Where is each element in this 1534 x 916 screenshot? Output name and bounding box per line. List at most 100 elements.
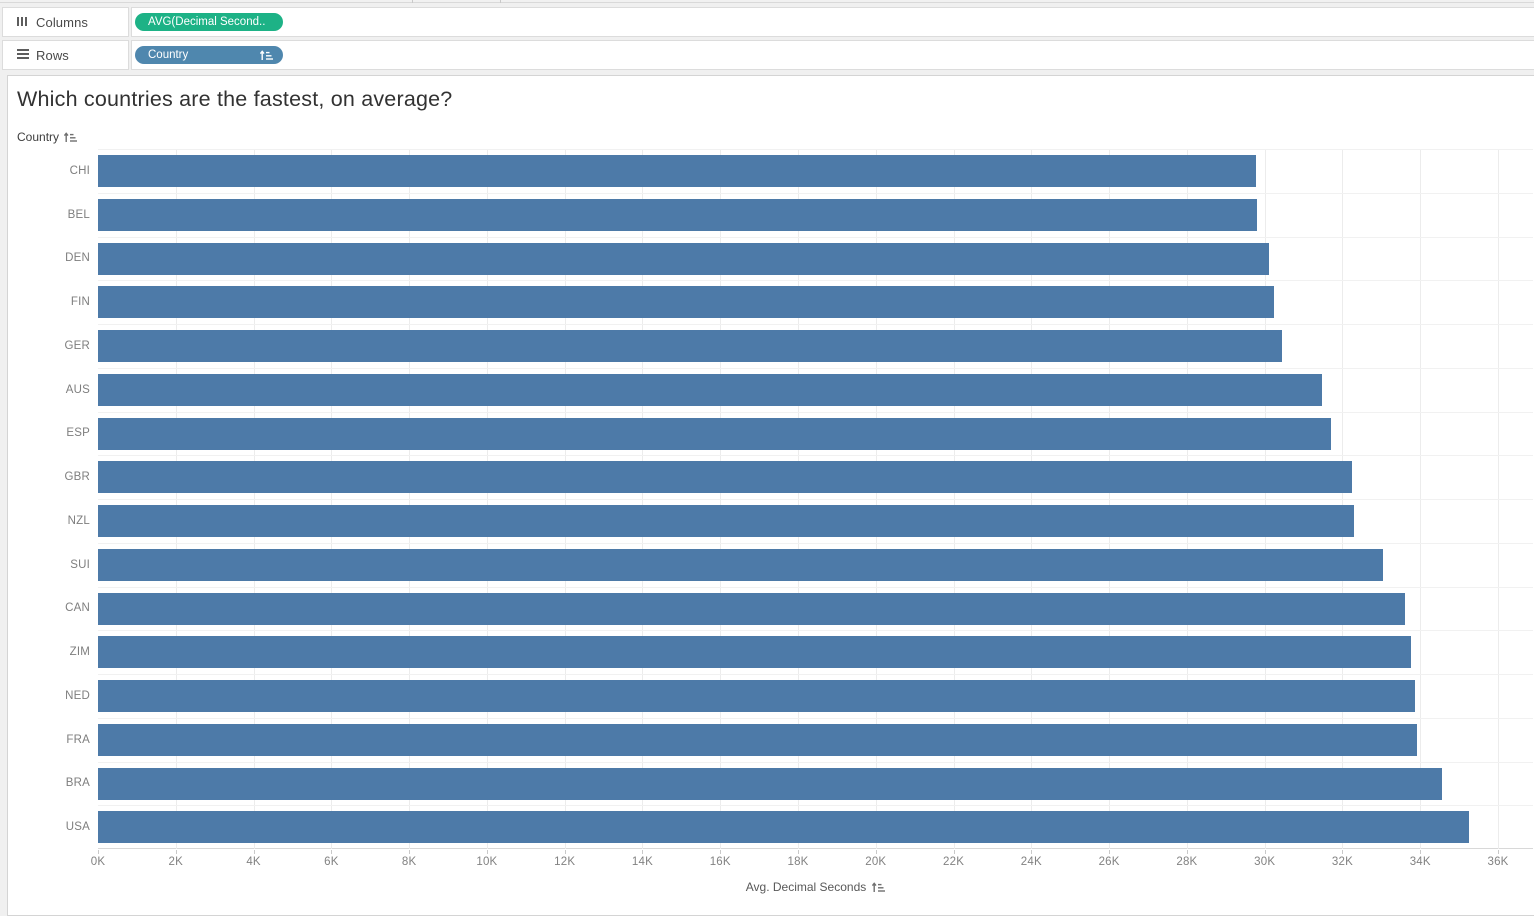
row-divider: [98, 674, 1533, 675]
x-tick-mark: [98, 850, 99, 854]
bar[interactable]: [98, 155, 1257, 187]
x-tick-mark: [642, 850, 644, 854]
bar[interactable]: [98, 417, 1331, 450]
row-label[interactable]: CHI: [69, 164, 90, 177]
row-divider: [98, 411, 1533, 413]
chart-row: BRA: [66, 762, 1533, 806]
row-label[interactable]: CAN: [65, 602, 90, 615]
row-divider: [98, 717, 1533, 719]
x-tick-mark: [331, 850, 333, 854]
x-tick-label: 26K: [1098, 856, 1120, 868]
row-label[interactable]: BEL: [67, 208, 90, 221]
columns-icon: [17, 13, 29, 31]
country-field-header[interactable]: Country: [17, 130, 78, 144]
row-divider: [98, 542, 1533, 544]
x-tick-mark: [953, 850, 955, 854]
x-tick-mark: [1264, 850, 1266, 854]
worksheet-card: Which countries are the fastest, on aver…: [7, 75, 1534, 916]
row-label[interactable]: SUI: [70, 558, 90, 571]
row-label[interactable]: NED: [65, 689, 90, 702]
bar[interactable]: [98, 680, 1415, 712]
row-label[interactable]: AUS: [65, 383, 90, 396]
x-axis-title-wrap: Avg. Decimal Seconds: [98, 878, 1533, 896]
columns-pill-label: AVG(Decimal Second..: [148, 16, 266, 28]
rows-pill[interactable]: Country: [135, 46, 283, 64]
bar[interactable]: [98, 286, 1274, 319]
row-label[interactable]: ZIM: [69, 646, 90, 659]
chart-row: CAN: [65, 587, 1533, 631]
x-tick-label: 36K: [1487, 856, 1509, 868]
bar[interactable]: [98, 461, 1352, 494]
columns-pill[interactable]: AVG(Decimal Second..: [135, 13, 283, 31]
row-divider: [98, 236, 1533, 238]
x-tick-mark: [875, 850, 877, 854]
bar[interactable]: [98, 505, 1354, 537]
x-tick-label: 0K: [90, 856, 106, 868]
row-divider: [98, 367, 1533, 369]
row-divider: [98, 805, 1533, 807]
x-axis-title[interactable]: Avg. Decimal Seconds: [746, 880, 886, 894]
sort-ascending-icon[interactable]: [64, 131, 78, 143]
row-label[interactable]: BRA: [65, 777, 90, 790]
plot-pane: CHI BEL DEN FIN GER AUS ESP GBR NZL SUI CAN ZIM NED F…: [64, 149, 1533, 849]
row-divider: [98, 324, 1533, 325]
sort-ascending-icon[interactable]: [872, 881, 886, 893]
row-label[interactable]: GBR: [64, 471, 90, 484]
row-divider: [98, 149, 1533, 150]
x-tick-label: 12K: [554, 856, 576, 868]
chart-row: GBR: [64, 455, 1533, 499]
shelf-band: Columns AVG(Decimal Second.. Rows Countr…: [0, 4, 1534, 75]
chart-row: BEL: [68, 193, 1533, 237]
bar[interactable]: [98, 723, 1417, 756]
row-divider: [98, 586, 1533, 588]
country-field-label: Country: [17, 130, 60, 144]
chart-row: AUS: [66, 368, 1533, 412]
x-tick-label: 34K: [1409, 856, 1431, 868]
x-tick-label: 22K: [943, 856, 965, 868]
x-tick-label: 16K: [709, 856, 731, 868]
bar[interactable]: [98, 811, 1469, 844]
x-tick-mark: [564, 850, 566, 854]
row-label[interactable]: FRA: [66, 733, 90, 746]
bar[interactable]: [98, 373, 1322, 406]
x-tick-label: 32K: [1331, 856, 1353, 868]
bar[interactable]: [98, 198, 1257, 231]
row-divider: [98, 630, 1533, 632]
bar[interactable]: [98, 330, 1282, 362]
x-tick-label: 24K: [1020, 856, 1042, 868]
chart-row: ESP: [66, 412, 1533, 456]
row-label[interactable]: ESP: [66, 427, 90, 440]
chart-row: SUI: [70, 543, 1533, 587]
bar[interactable]: [98, 767, 1442, 800]
row-divider: [98, 280, 1533, 282]
bar[interactable]: [98, 242, 1269, 275]
row-label[interactable]: GER: [64, 339, 90, 352]
sort-ascending-icon[interactable]: [260, 49, 273, 61]
x-tick-mark: [1109, 850, 1111, 854]
row-label[interactable]: USA: [65, 821, 90, 834]
bar[interactable]: [98, 636, 1411, 669]
chart-row: NED: [65, 674, 1533, 718]
chart-row: FIN: [71, 280, 1533, 324]
cutoff-toolbar-sliver: [0, 0, 1534, 3]
row-divider: [98, 192, 1533, 194]
columns-shelf-tray[interactable]: AVG(Decimal Second..: [131, 7, 1534, 37]
rows-pill-label: Country: [148, 49, 189, 61]
bar[interactable]: [98, 548, 1383, 581]
chart-row: NZL: [68, 499, 1533, 543]
x-tick-mark: [175, 850, 177, 854]
sheet-title: Which countries are the fastest, on aver…: [17, 87, 453, 111]
chart-row: DEN: [65, 237, 1533, 281]
rows-shelf-tray[interactable]: Country: [131, 40, 1534, 70]
row-label[interactable]: FIN: [70, 296, 90, 309]
x-tick-label: 30K: [1254, 856, 1276, 868]
x-tick-label: 20K: [865, 856, 887, 868]
x-tick-label: 2K: [168, 856, 183, 868]
row-label[interactable]: DEN: [65, 252, 90, 265]
x-tick-mark: [798, 850, 799, 854]
rows-icon: [17, 49, 29, 61]
row-label[interactable]: NZL: [67, 514, 90, 527]
bar[interactable]: [98, 592, 1405, 625]
x-tick-mark: [486, 850, 488, 854]
chart-row: CHI: [70, 149, 1533, 193]
